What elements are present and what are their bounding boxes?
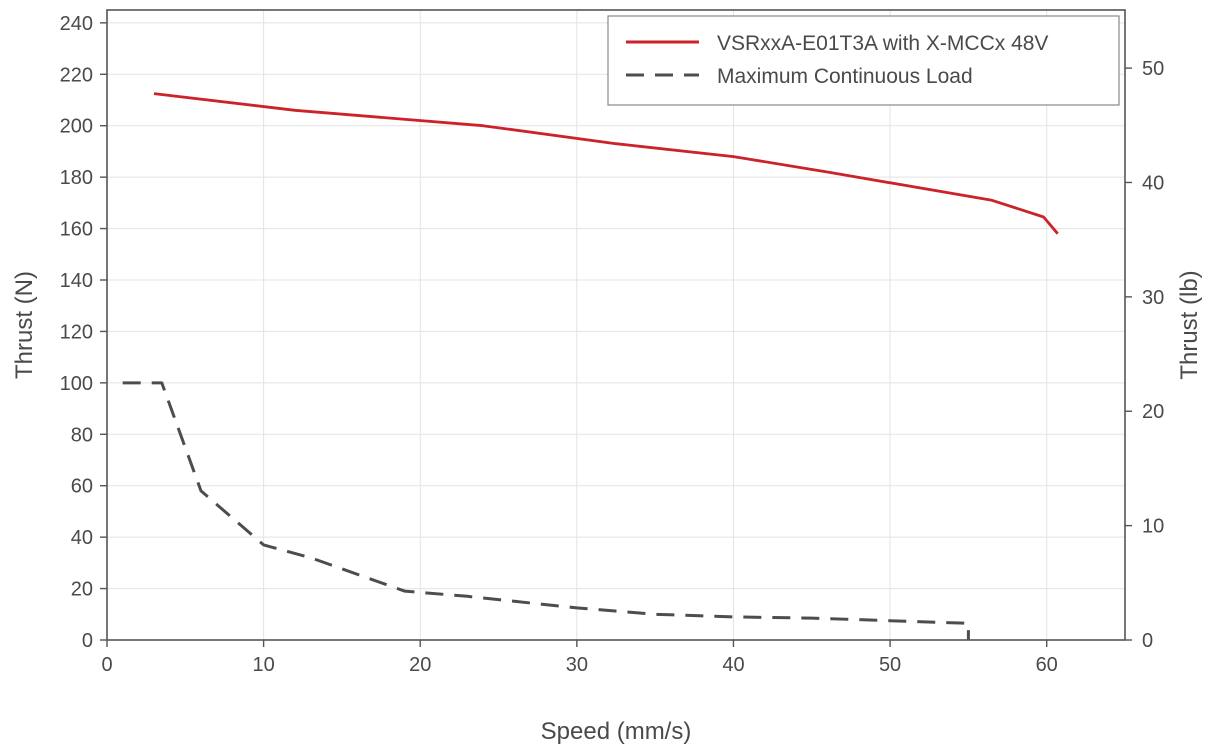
y-tick-label: 120 xyxy=(60,321,93,343)
y-tick-label: 160 xyxy=(60,219,93,241)
y-tick-label: 220 xyxy=(60,64,93,86)
x-tick-label: 20 xyxy=(409,654,431,676)
y-tick-label: 60 xyxy=(71,476,93,498)
legend-box xyxy=(607,15,1120,106)
y2-tick-label: 20 xyxy=(1142,401,1164,423)
y-tick-label: 80 xyxy=(71,424,93,446)
x-tick-label: 60 xyxy=(1036,654,1058,676)
legend-label-series-1: VSRxxA-E01T3A with X-MCCx 48V xyxy=(717,32,1048,55)
y-tick-label: 100 xyxy=(60,373,93,395)
y2-tick-label: 40 xyxy=(1142,172,1164,194)
legend: VSRxxA-E01T3A with X-MCCx 48V Maximum Co… xyxy=(607,15,1120,106)
y2-tick-label: 10 xyxy=(1142,516,1164,538)
y-tick-label: 40 xyxy=(71,527,93,549)
y-tick-label: 140 xyxy=(60,270,93,292)
series-line-1 xyxy=(153,92,1059,235)
y2-tick-label: 0 xyxy=(1142,630,1153,652)
series-line-2 xyxy=(122,381,970,640)
y2-tick-label: 50 xyxy=(1142,58,1164,80)
y-tick-label: 180 xyxy=(60,167,93,189)
series-lines xyxy=(122,92,1059,640)
x-tick-label: 10 xyxy=(252,654,274,676)
y2-axis-title: Thrust (lb) xyxy=(1176,270,1203,379)
y-tick-label: 200 xyxy=(60,116,93,138)
tick-marks xyxy=(100,22,1132,647)
tick-labels: 0 10 20 30 40 50 60020406080100120140160180200… xyxy=(60,13,1165,676)
legend-label-series-2: Maximum Continuous Load xyxy=(717,65,973,88)
x-tick-label: 50 xyxy=(879,654,901,676)
x-tick-label: 40 xyxy=(722,654,744,676)
y2-tick-label: 30 xyxy=(1142,287,1164,309)
y-tick-label: 0 xyxy=(82,630,93,652)
x-axis-title: Speed (mm/s) xyxy=(541,718,692,745)
x-tick-label: 0 xyxy=(101,654,112,676)
x-tick-label: 30 xyxy=(566,654,588,676)
y-tick-label: 240 xyxy=(60,13,93,35)
plot-frame xyxy=(106,9,1126,641)
y-tick-label: 20 xyxy=(71,579,93,601)
y-axis-title: Thrust (N) xyxy=(11,271,38,379)
